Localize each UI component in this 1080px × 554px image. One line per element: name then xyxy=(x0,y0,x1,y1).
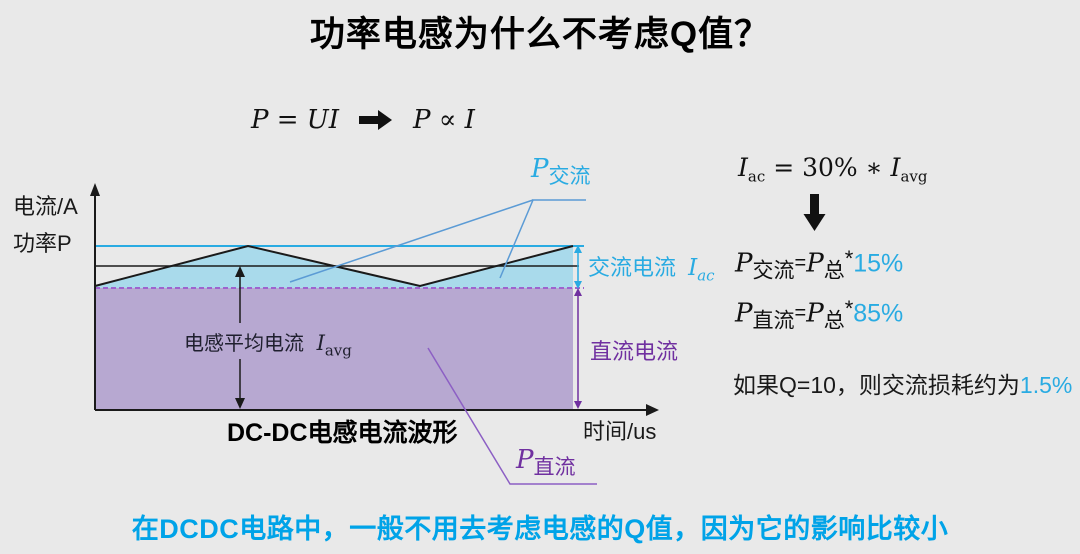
avg-current-text: 电感平均电流 xyxy=(184,333,304,355)
intro-formula-right: P ∝ I xyxy=(413,105,475,135)
power-dc-equation: P直流=P总*85% xyxy=(735,296,903,334)
p-ac-sub: 交流 xyxy=(548,164,591,188)
y-axis-arrow xyxy=(90,183,100,196)
relation-middle: = 30% ∗ xyxy=(773,153,883,182)
iavg-base: I xyxy=(890,153,901,182)
avg-measure-arrow-top xyxy=(235,266,245,277)
dc-region-fill xyxy=(95,288,573,410)
p-dc-sub: 直流 xyxy=(533,455,576,479)
power-dc-star: * xyxy=(844,296,854,321)
iac-sub: ac xyxy=(747,167,766,186)
intro-formula-left: P = UI xyxy=(251,105,339,135)
down-arrow-icon xyxy=(803,194,826,231)
power-dc-p1: P xyxy=(735,298,753,329)
p-ac-label: P交流 xyxy=(531,154,591,190)
p-dc-base: P xyxy=(516,445,534,475)
q-conclusion: 如果Q=10，则交流损耗约为1.5% xyxy=(733,366,1072,400)
x-axis-label: 时间/us xyxy=(583,419,657,444)
avg-current-symbol: I xyxy=(316,331,325,355)
iavg-sub: avg xyxy=(900,167,928,186)
page-title: 功率电感为什么不考虑Q值？ xyxy=(309,15,771,54)
ac-current-label: 交流电流 Iac xyxy=(588,250,715,284)
power-ac-star: * xyxy=(844,246,854,271)
power-ac-equation: P交流=P总*15% xyxy=(735,246,903,284)
current-waveform xyxy=(94,244,574,288)
ac-current-symbol-sub: ac xyxy=(697,266,715,285)
power-dc-equals: = xyxy=(794,302,807,325)
avg-current-symbol-sub: avg xyxy=(324,341,352,360)
chart-caption: DC-DC电感电流波形 xyxy=(227,419,458,447)
power-ac-equals: = xyxy=(794,252,807,275)
avg-current-label: 电感平均电流 Iavg xyxy=(184,327,352,359)
dc-measure-arrow-bottom xyxy=(574,401,582,409)
p-dc-leader-line xyxy=(427,347,597,485)
power-ac-p2-sub: 总 xyxy=(823,259,845,283)
ac-measure-arrow-bottom xyxy=(574,281,582,289)
power-ac-p2: P xyxy=(806,248,824,279)
power-ac-percent: 15% xyxy=(853,249,904,278)
p-dc-label: P直流 xyxy=(516,445,576,481)
intro-formula: P = UI P ∝ I xyxy=(251,105,475,135)
ac-current-text: 交流电流 xyxy=(588,255,677,280)
power-dc-p1-sub: 直流 xyxy=(752,309,795,333)
y-axis-label-power: 功率P xyxy=(13,231,72,256)
avg-measure-arrow-bottom xyxy=(235,398,245,409)
right-arrow-icon xyxy=(359,110,392,130)
power-dc-percent: 85% xyxy=(853,299,904,328)
ac-measure-arrow-top xyxy=(574,245,582,253)
x-axis-arrow xyxy=(646,404,659,416)
ac-current-symbol: I xyxy=(688,255,698,281)
power-ac-p1-sub: 交流 xyxy=(752,259,795,283)
iac-relation-formula: Iac = 30% ∗ Iavg xyxy=(738,153,927,185)
p-ac-base: P xyxy=(531,154,549,184)
iac-base: I xyxy=(738,153,748,182)
dc-measure-arrow-top xyxy=(574,288,582,296)
footer-note: 在DCDC电路中，一般不用去考虑电感的Q值，因为它的影响比较小 xyxy=(131,514,949,544)
q-conclusion-highlight: 1.5% xyxy=(1019,372,1073,398)
dc-current-label: 直流电流 xyxy=(590,339,679,364)
power-dc-p2: P xyxy=(806,298,824,329)
power-dc-p2-sub: 总 xyxy=(823,309,845,333)
p-ac-leader-lines xyxy=(289,199,586,283)
q-conclusion-text: 如果Q=10，则交流损耗约为 xyxy=(733,372,1020,398)
power-ac-p1: P xyxy=(735,248,753,279)
y-axis-label-current: 电流/A xyxy=(13,194,78,219)
